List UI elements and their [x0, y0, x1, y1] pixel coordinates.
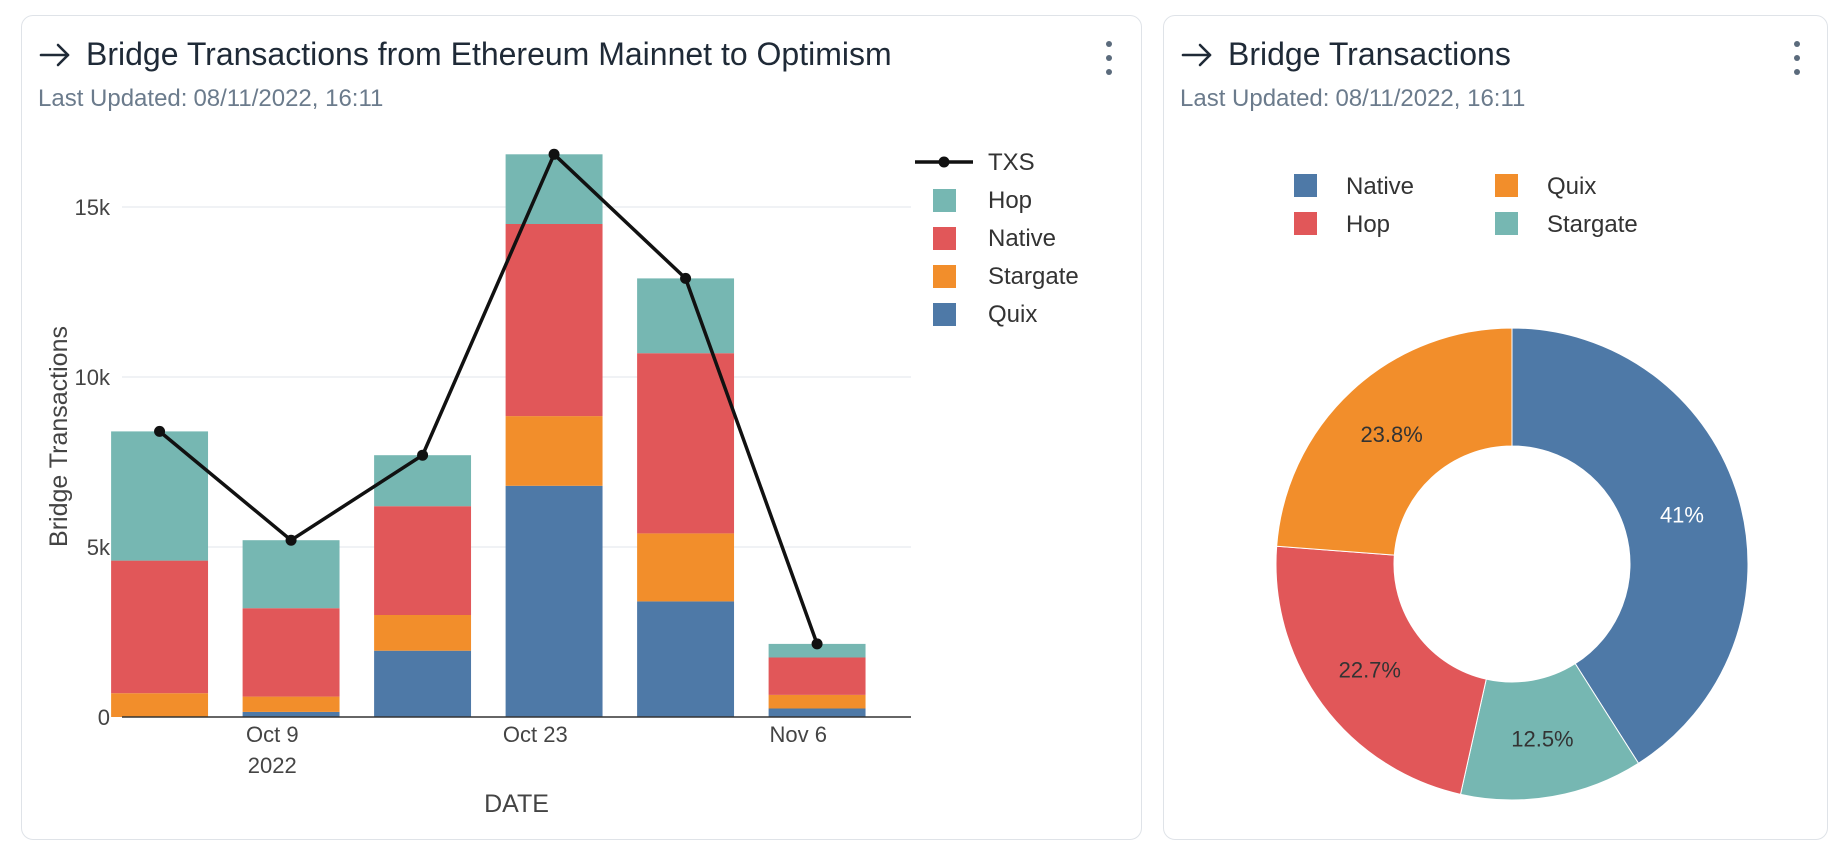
- slice-hop: [1275, 545, 1487, 795]
- legend-swatch-stargate: [1495, 212, 1518, 235]
- more-vertical-icon[interactable]: [1097, 38, 1121, 78]
- bar-quix: [505, 485, 603, 717]
- x-tick-sublabel: 2022: [248, 753, 297, 778]
- bar-native: [768, 657, 866, 695]
- slice-quix: [1511, 327, 1749, 764]
- stacked-bar-chart: 0 5k 10k 15k Oct 9 2022 Oct 23 Nov 6 DATE Bridge …: [45, 148, 1079, 818]
- slice-native: [1276, 327, 1513, 556]
- card-title: Bridge Transactions: [1228, 36, 1511, 72]
- txs-point: [154, 425, 166, 437]
- txs-line: [158, 152, 819, 645]
- more-vertical-icon[interactable]: [1785, 38, 1809, 78]
- bar-stargate: [505, 416, 603, 486]
- txs-point: [548, 148, 560, 160]
- bar-stargate: [242, 696, 340, 712]
- slice-label-stargate: 12.5%: [1511, 726, 1573, 751]
- bar-hop: [111, 431, 209, 561]
- y-tick-label: 15k: [75, 195, 111, 220]
- legend-swatch-native: [933, 227, 956, 250]
- bar-native: [505, 224, 603, 417]
- y-tick-label: 5k: [87, 535, 111, 560]
- card-header: Bridge Transactions Last Updated: 08/11/2…: [1180, 36, 1811, 113]
- legend-label-stargate: Stargate: [988, 263, 1079, 290]
- legend-swatch-native: [1294, 174, 1317, 197]
- bar-hop: [637, 278, 735, 354]
- legend-label-stargate: Stargate: [1547, 211, 1638, 238]
- txs-point: [285, 534, 297, 546]
- bridge-transactions-share-card: Bridge Transactions Last Updated: 08/11/2…: [1163, 15, 1828, 840]
- bar-quix: [374, 650, 472, 717]
- legend-label-hop: Hop: [1346, 211, 1390, 238]
- bar-quix: [637, 601, 735, 717]
- bar-native: [242, 608, 340, 697]
- bar-hop: [374, 455, 472, 507]
- bar-hop: [242, 540, 340, 609]
- x-tick-label: Oct 23: [503, 722, 568, 747]
- last-updated-value: 08/11/2022, 16:11: [193, 85, 384, 112]
- legend-swatch-quix: [1495, 174, 1518, 197]
- bar-stargate: [637, 533, 735, 602]
- last-updated: Last Updated: 08/11/2022, 16:11: [38, 85, 1125, 113]
- legend-swatch-hop: [1294, 212, 1317, 235]
- legend-label-native: Native: [1346, 173, 1414, 200]
- bar-native: [637, 353, 735, 534]
- legend-label-txs: TXS: [988, 149, 1035, 176]
- legend-label-quix: Quix: [1547, 173, 1596, 200]
- legend-label-hop: Hop: [988, 187, 1032, 214]
- last-updated-label: Last Updated:: [38, 85, 188, 112]
- bridge-transactions-by-date-card: Bridge Transactions from Ethereum Mainne…: [21, 15, 1142, 840]
- x-axis-title: DATE: [484, 790, 549, 818]
- bar-native: [111, 560, 209, 694]
- bar-hop: [768, 643, 866, 658]
- card-title: Bridge Transactions from Ethereum Mainne…: [86, 36, 892, 72]
- arrow-right-icon[interactable]: [1180, 40, 1214, 70]
- legend-marker-txs: [938, 156, 950, 168]
- bar-quix: [768, 708, 866, 717]
- last-updated: Last Updated: 08/11/2022, 16:11: [1180, 85, 1811, 113]
- slice-label-hop: 22.7%: [1339, 657, 1401, 682]
- bar-quix: [242, 711, 340, 717]
- legend-swatch-quix: [933, 303, 956, 326]
- x-tick-label: Nov 6: [770, 722, 827, 747]
- x-tick-label: Oct 9: [246, 722, 299, 747]
- card-header: Bridge Transactions from Ethereum Mainne…: [38, 36, 1125, 113]
- bar-stargate: [111, 693, 209, 717]
- slice-label-native: 23.8%: [1360, 422, 1422, 447]
- y-axis-title: Bridge Transactions: [45, 326, 73, 547]
- txs-point: [680, 272, 692, 284]
- legend-swatch-hop: [933, 189, 956, 212]
- last-updated-label: Last Updated:: [1180, 85, 1330, 112]
- bar-native: [374, 506, 472, 615]
- slice-label-quix: 41%: [1660, 503, 1704, 528]
- bar-stargate: [374, 615, 472, 651]
- arrow-right-icon[interactable]: [38, 40, 72, 70]
- bar-hop: [505, 154, 603, 224]
- txs-point: [417, 449, 429, 461]
- txs-point: [811, 638, 823, 650]
- y-tick-label: 10k: [75, 365, 111, 390]
- legend-swatch-stargate: [933, 265, 956, 288]
- legend-label-native: Native: [988, 225, 1056, 252]
- last-updated-value: 08/11/2022, 16:11: [1335, 85, 1526, 112]
- bar-stargate: [768, 694, 866, 709]
- donut-chart: 41% 12.5% 22.7% 23.8% Native Quix Hop Stargate: [1275, 173, 1749, 801]
- legend-label-quix: Quix: [988, 301, 1037, 328]
- y-tick-label: 0: [98, 705, 110, 730]
